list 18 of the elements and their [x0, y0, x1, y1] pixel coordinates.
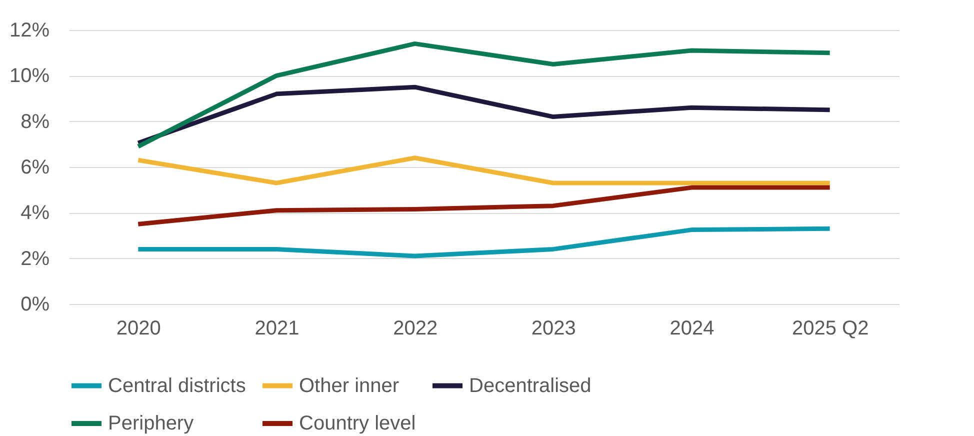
- x-tick-label: 2023: [531, 318, 576, 340]
- legend-label: Periphery: [108, 412, 194, 434]
- y-tick-label: 4%: [20, 202, 50, 224]
- x-tick-label: 2020: [116, 318, 161, 340]
- x-tick-label: 2025 Q2: [792, 318, 869, 340]
- y-tick-label: 10%: [9, 65, 50, 88]
- y-tick-label: 0%: [20, 294, 50, 316]
- x-tick-label: 2024: [670, 318, 714, 340]
- y-tick-label: 8%: [20, 110, 50, 133]
- x-tick-label: 2022: [393, 318, 438, 340]
- legend-label: Other inner: [299, 374, 400, 397]
- legend-label: Country level: [299, 412, 416, 434]
- legend-label: Decentralised: [469, 374, 592, 397]
- legend-label: Central districts: [108, 374, 246, 397]
- y-tick-label: 6%: [20, 156, 50, 178]
- y-tick-label: 12%: [9, 20, 50, 42]
- x-tick-label: 2021: [254, 318, 300, 340]
- y-tick-label: 2%: [20, 248, 50, 270]
